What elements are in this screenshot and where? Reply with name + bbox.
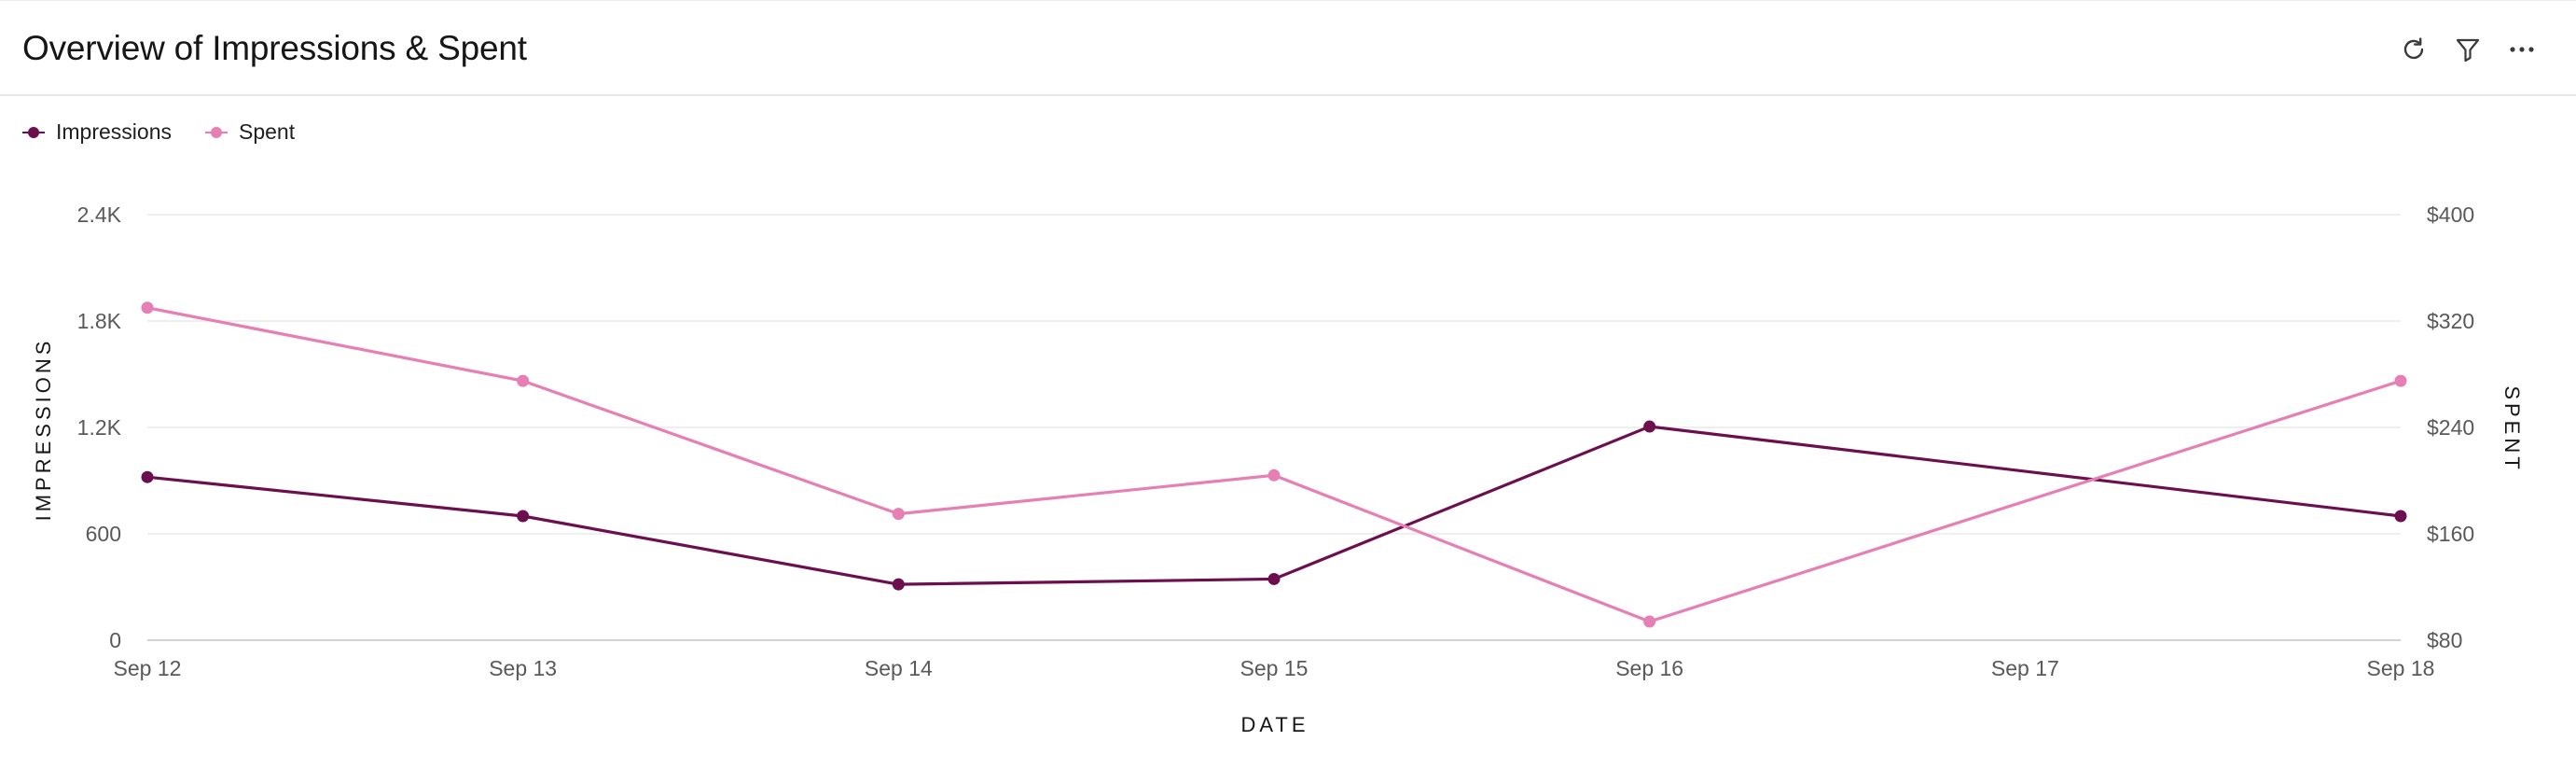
left-axis-tick-label: 0 — [109, 628, 121, 652]
data-point — [2394, 510, 2407, 523]
x-axis-tick-label: Sep 14 — [865, 656, 933, 680]
right-axis-tick-label: $240 — [2427, 415, 2474, 440]
x-axis-ticks: Sep 12 Sep 13 Sep 14 Sep 15 Sep 16 Sep 17 Sep … — [114, 656, 2435, 680]
card-header: Overview of Impressions & Spent — [0, 0, 2576, 96]
refresh-button[interactable] — [2397, 33, 2431, 66]
legend-swatch-dot — [210, 126, 222, 138]
legend-swatch-dot — [28, 126, 39, 138]
left-axis-tick-label: 2.4K — [77, 203, 122, 227]
right-axis-tick-label: $320 — [2427, 309, 2474, 333]
legend-item-spent[interactable]: Spent — [204, 119, 296, 145]
right-axis-tick-label: $400 — [2427, 203, 2474, 227]
x-axis-tick-label: Sep 18 — [2367, 656, 2435, 680]
header-toolbar — [2397, 33, 2539, 66]
page-title: Overview of Impressions & Spent — [22, 29, 527, 67]
series-line — [145, 306, 2403, 623]
series-line — [145, 425, 2403, 586]
data-point — [141, 470, 154, 483]
data-point — [141, 301, 154, 315]
chart-series — [141, 301, 2407, 628]
left-axis-tick-label: 1.2K — [77, 415, 122, 440]
right-axis-ticks: $80 $160 $240 $320 $400 — [2427, 203, 2474, 652]
refresh-icon — [2403, 37, 2424, 60]
chart-legend: Impressions Spent — [22, 119, 295, 145]
legend-label: Impressions — [56, 119, 172, 144]
data-point — [892, 578, 905, 591]
x-axis-tick-label: Sep 16 — [1615, 656, 1683, 680]
left-axis-title: IMPRESSIONS — [32, 338, 55, 522]
series-spent — [141, 301, 2407, 628]
data-point — [2394, 374, 2407, 387]
right-axis-title: SPENT — [2500, 385, 2524, 472]
x-axis-title: DATE — [1240, 713, 1309, 736]
legend-swatch-impressions — [22, 125, 45, 140]
left-axis-tick-label: 600 — [86, 522, 121, 546]
filter-icon — [2456, 38, 2480, 63]
more-options-icon — [2510, 47, 2534, 52]
left-axis-tick-label: 1.8K — [77, 309, 122, 333]
filter-button[interactable] — [2451, 33, 2485, 66]
x-axis-tick-label: Sep 12 — [114, 656, 182, 680]
x-axis-tick-label: Sep 17 — [1991, 656, 2059, 680]
more-options-button[interactable] — [2505, 33, 2539, 66]
right-axis-tick-label: $160 — [2427, 522, 2474, 546]
series-impressions — [141, 420, 2407, 591]
legend-item-impressions[interactable]: Impressions — [22, 119, 172, 145]
x-axis-tick-label: Sep 15 — [1240, 656, 1309, 680]
data-point — [1643, 615, 1656, 628]
data-point — [1267, 468, 1281, 482]
data-point — [517, 374, 530, 387]
data-point — [892, 508, 905, 521]
right-axis-tick-label: $80 — [2427, 628, 2462, 652]
grid-lines — [147, 214, 2401, 641]
x-axis-tick-label: Sep 13 — [489, 656, 557, 680]
data-point — [517, 510, 530, 523]
data-point — [1643, 420, 1656, 433]
data-point — [1267, 572, 1281, 585]
legend-label: Spent — [238, 119, 296, 144]
legend-swatch-spent — [204, 125, 228, 140]
left-axis-ticks: 0 600 1.2K 1.8K 2.4K — [77, 203, 122, 652]
